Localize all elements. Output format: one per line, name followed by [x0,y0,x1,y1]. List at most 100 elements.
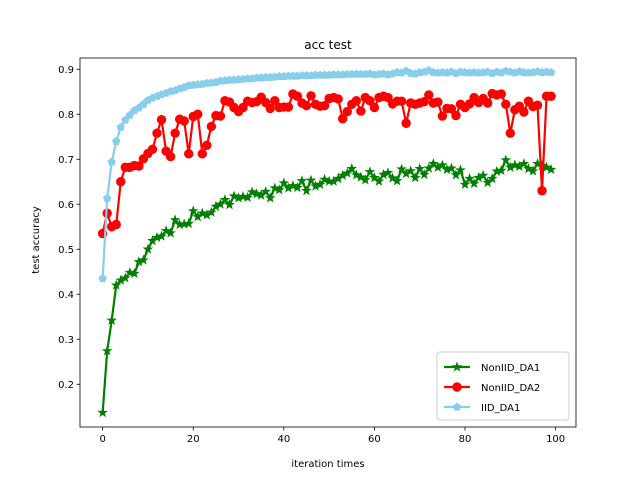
data-point [532,100,543,110]
data-point [536,159,548,171]
data-point [107,157,116,166]
data-point [496,89,506,99]
data-point [106,314,118,325]
data-point [365,96,375,106]
data-point [437,159,448,170]
data-point [242,191,253,203]
x-tick-label: 40 [277,434,290,445]
series-NonIID_DA2 [97,88,556,239]
y-tick-label: 0.5 [58,245,74,256]
data-point [459,178,471,189]
data-point [265,103,275,114]
data-point [455,164,466,175]
data-point [134,161,144,171]
series-IID_DA1 [98,66,556,283]
data-point [301,185,312,196]
data-point [518,158,530,169]
y-tick-label: 0.3 [58,335,74,346]
data-point [138,254,149,265]
data-point [228,190,240,201]
data-point [147,144,158,155]
data-point [409,172,421,183]
data-point [396,163,407,174]
data-point [193,109,203,119]
legend-entry-NonIID_DA1: NonIID_DA1 [444,361,540,374]
data-point [391,175,403,186]
data-point [165,151,176,162]
data-point [129,267,140,279]
legend-entry-NonIID_DA2: NonIID_DA2 [444,382,540,394]
data-point [546,91,556,101]
x-tick-label: 60 [368,434,381,445]
data-point [296,175,308,186]
data-point [183,218,195,229]
data-point [545,164,557,175]
data-point [369,172,380,183]
data-point [396,96,407,106]
data-point [156,230,167,241]
data-point [110,279,122,290]
data-point [292,91,303,101]
data-point [468,177,480,189]
data-point [527,165,539,176]
data-point [165,227,176,238]
data-point [382,167,394,178]
data-point [196,207,208,218]
legend-label: NonIID_DA1 [481,363,540,374]
data-point [314,178,326,189]
data-point [305,174,317,185]
data-point [414,163,426,174]
data-point [269,182,281,193]
data-point [142,243,154,254]
data-point [169,214,181,225]
data-point [301,101,312,111]
data-point [215,111,226,121]
data-point [338,114,348,124]
data-point [333,94,343,104]
y-tick-label: 0.2 [58,380,74,391]
axes-frame [79,57,577,428]
legend-label: NonIID_DA2 [481,383,540,394]
data-point [319,101,330,111]
data-point [495,164,507,176]
data-point [112,136,121,145]
data-point [170,128,180,138]
data-point [428,158,439,169]
data-point [482,98,493,108]
y-tick-label: 0.4 [58,290,74,301]
legend-marker [452,402,462,411]
data-point [246,186,258,197]
data-point [369,102,380,113]
data-point [273,184,285,195]
data-point [405,165,416,176]
data-point [283,102,294,112]
data-point [97,407,108,418]
data-point [446,104,457,114]
data-point [346,163,358,174]
x-tick-label: 80 [459,434,472,445]
y-axis-label: test accuracy [31,206,42,274]
data-point [419,96,429,107]
data-point [119,272,131,283]
data-point [424,90,434,100]
data-point [260,186,272,197]
legend-entry-IID_DA1: IID_DA1 [444,402,520,414]
data-point [450,169,462,180]
data-point [292,182,303,193]
axes: 0 20 40 60 80 100 0.2 0.3 0.4 0.5 0.6 0.7 0.8 0.9 [58,57,577,445]
data-point [184,149,194,159]
data-point [319,173,330,185]
data-point [342,106,352,117]
data-point [500,154,512,165]
data-point [116,177,126,187]
series-NonIID_DA1 [97,154,557,418]
data-point [306,91,316,101]
data-point [519,107,529,117]
data-point [523,163,534,174]
data-point [270,96,280,106]
legend-box [436,351,570,421]
data-point [116,122,125,131]
data-point [219,194,231,205]
data-point [537,186,547,196]
x-tick-label: 100 [546,434,565,445]
